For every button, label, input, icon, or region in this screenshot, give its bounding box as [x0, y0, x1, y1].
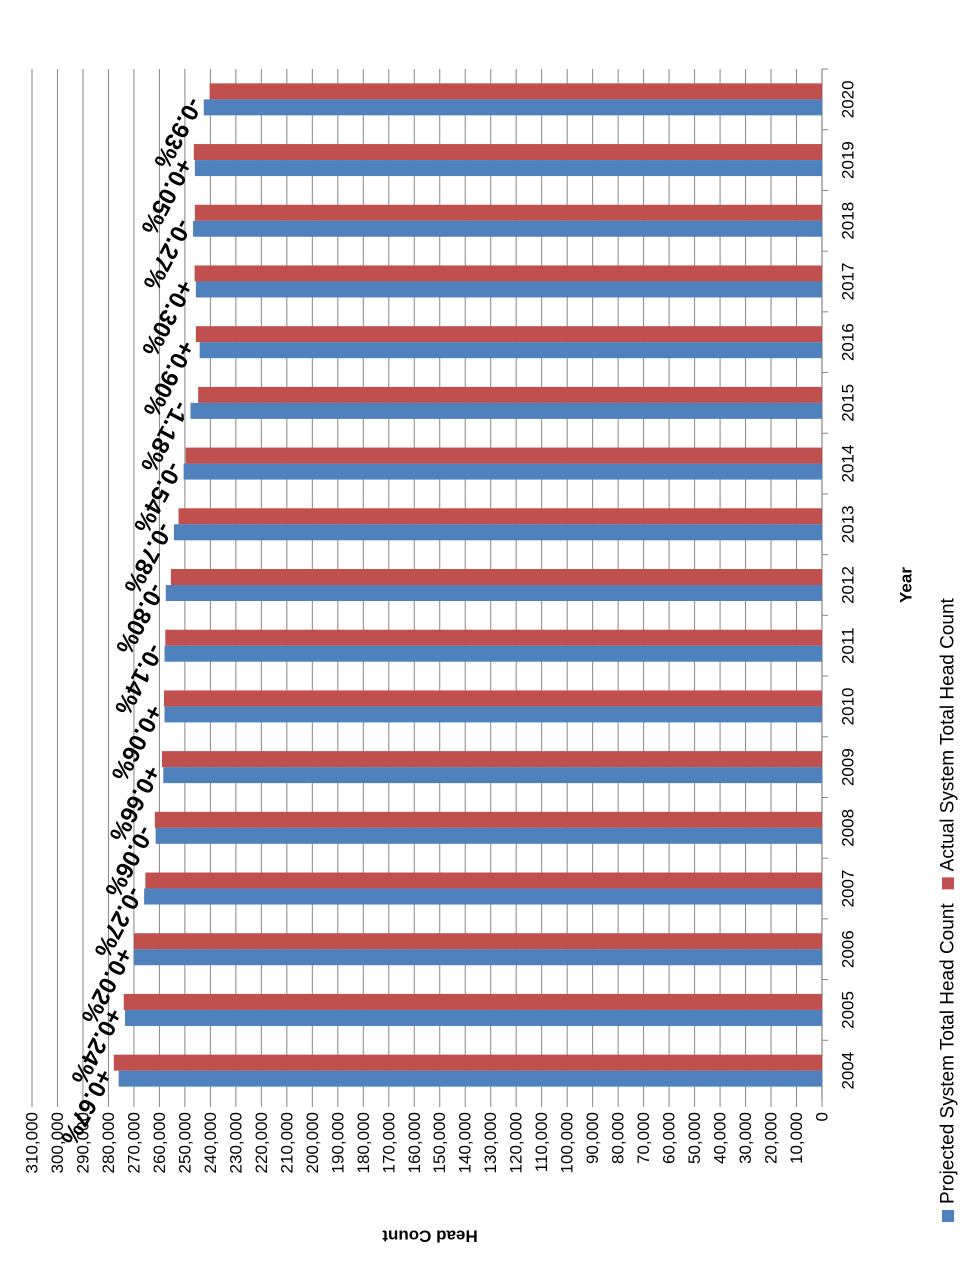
- value-tick-label: 250,000: [175, 1112, 194, 1173]
- value-tick-label: 120,000: [507, 1112, 526, 1173]
- bar-actual: [209, 83, 823, 100]
- value-tick-label: 20,000: [762, 1112, 781, 1164]
- bar-projected: [203, 99, 822, 116]
- year-tick-label: 2016: [839, 323, 858, 361]
- year-tick-label: 2019: [839, 141, 858, 179]
- value-tick-label: 190,000: [328, 1112, 347, 1173]
- year-tick-label: 2011: [839, 627, 858, 664]
- bar-projected: [190, 402, 823, 419]
- bar-projected: [195, 281, 822, 298]
- year-tick-label: 2005: [839, 991, 858, 1029]
- value-tick-label: 290,000: [73, 1112, 92, 1173]
- value-tick-label: 240,000: [201, 1112, 220, 1173]
- value-tick-label: 90,000: [583, 1112, 602, 1164]
- bar-actual: [133, 933, 822, 950]
- year-tick-label: 2017: [839, 263, 858, 301]
- value-tick-label: 10,000: [787, 1112, 806, 1164]
- legend-group: Projected System Total Head Count Actual …: [938, 597, 959, 1222]
- year-tick-label: 2020: [839, 80, 858, 118]
- bar-actual: [161, 751, 822, 768]
- year-tick-label: 2018: [839, 202, 858, 240]
- bar-actual: [123, 993, 822, 1010]
- value-tick-label: 40,000: [711, 1112, 730, 1164]
- bar-projected: [164, 645, 823, 662]
- value-tick-label: 210,000: [277, 1112, 296, 1173]
- bar-projected: [164, 706, 823, 723]
- bar-projected: [193, 220, 823, 237]
- bar-projected: [183, 463, 822, 480]
- year-tick-label: 2012: [839, 566, 858, 604]
- value-tick-label: 60,000: [660, 1112, 679, 1164]
- plot-area: +0.67%+0.24%+0.02%-0.27%-0.06%+0.66%+0.0…: [31, 68, 828, 1149]
- year-axis-title: Year: [897, 567, 916, 603]
- bar-actual: [154, 811, 822, 828]
- value-tick-label: 270,000: [124, 1112, 143, 1173]
- bar-projected: [173, 524, 822, 541]
- bar-actual: [194, 265, 822, 282]
- year-tick-label: 2013: [839, 505, 858, 543]
- year-tick-label: 2009: [839, 748, 858, 786]
- bar-actual: [195, 326, 822, 343]
- bar-projected: [118, 1070, 823, 1087]
- bar-actual: [170, 569, 823, 585]
- legend-swatch: [942, 877, 954, 890]
- year-tick-label: 2014: [839, 445, 858, 483]
- year-tick-label: 2010: [839, 687, 858, 725]
- bar-actual: [165, 629, 822, 646]
- value-tick-label: 130,000: [481, 1112, 500, 1173]
- legend: Projected System Total Head Count Actual …: [938, 597, 959, 1222]
- value-tick-label: 110,000: [532, 1112, 551, 1172]
- value-tick-label: 70,000: [634, 1112, 653, 1164]
- bar-projected: [194, 160, 823, 177]
- legend-swatch: [942, 1210, 954, 1222]
- value-tick-label: 300,000: [48, 1112, 67, 1173]
- year-tick-label: 2004: [839, 1052, 858, 1090]
- head-count-axis-ticks: 0 10,000 20,000 30,000 40,000 50,000 60,000 70,…: [23, 1112, 832, 1173]
- bar-actual: [178, 508, 823, 525]
- bar-actual: [193, 144, 823, 161]
- value-tick-label: 160,000: [405, 1112, 424, 1173]
- year-tick-label: 2006: [839, 930, 858, 968]
- value-tick-label: 0: [813, 1112, 832, 1121]
- year-tick-label: 2015: [839, 384, 858, 422]
- year-axis-ticks: 2004 2005 2006 2007 2008 2009 2010 2011 2012 2013…: [839, 80, 858, 1089]
- value-tick-label: 150,000: [430, 1112, 449, 1173]
- year-tick-label: 2008: [839, 809, 858, 847]
- bar-actual: [194, 204, 823, 221]
- value-tick-label: 280,000: [99, 1112, 118, 1173]
- bar-projected: [163, 767, 822, 784]
- value-tick-label: 140,000: [456, 1112, 475, 1173]
- head-count-axis-title: Head Count: [382, 1227, 478, 1246]
- bar-actual: [198, 386, 822, 403]
- value-tick-label: 200,000: [303, 1112, 322, 1173]
- value-tick-label: 310,000: [23, 1112, 42, 1173]
- value-tick-label: 180,000: [354, 1112, 373, 1173]
- bar-projected: [165, 585, 822, 601]
- value-tick-label: 230,000: [226, 1112, 245, 1173]
- bar-projected: [125, 1009, 823, 1026]
- bar-projected: [155, 827, 822, 844]
- legend-label: Actual System Total Head Count: [938, 597, 959, 871]
- value-tick-label: 170,000: [379, 1112, 398, 1173]
- value-tick-label: 30,000: [736, 1112, 755, 1164]
- bar-actual: [164, 690, 822, 707]
- bar-projected: [144, 888, 822, 905]
- legend-label: Projected System Total Head Count: [938, 903, 959, 1204]
- value-tick-label: 50,000: [685, 1112, 704, 1164]
- bar-actual: [113, 1054, 822, 1071]
- bar-actual: [185, 447, 823, 464]
- bar-actual: [145, 872, 823, 889]
- year-tick-label: 2007: [839, 870, 858, 908]
- value-tick-label: 220,000: [252, 1112, 271, 1173]
- value-tick-label: 80,000: [609, 1112, 628, 1164]
- value-tick-label: 100,000: [558, 1112, 577, 1173]
- value-tick-label: 260,000: [150, 1112, 169, 1173]
- bar-projected: [199, 342, 823, 359]
- bar-projected: [133, 949, 822, 966]
